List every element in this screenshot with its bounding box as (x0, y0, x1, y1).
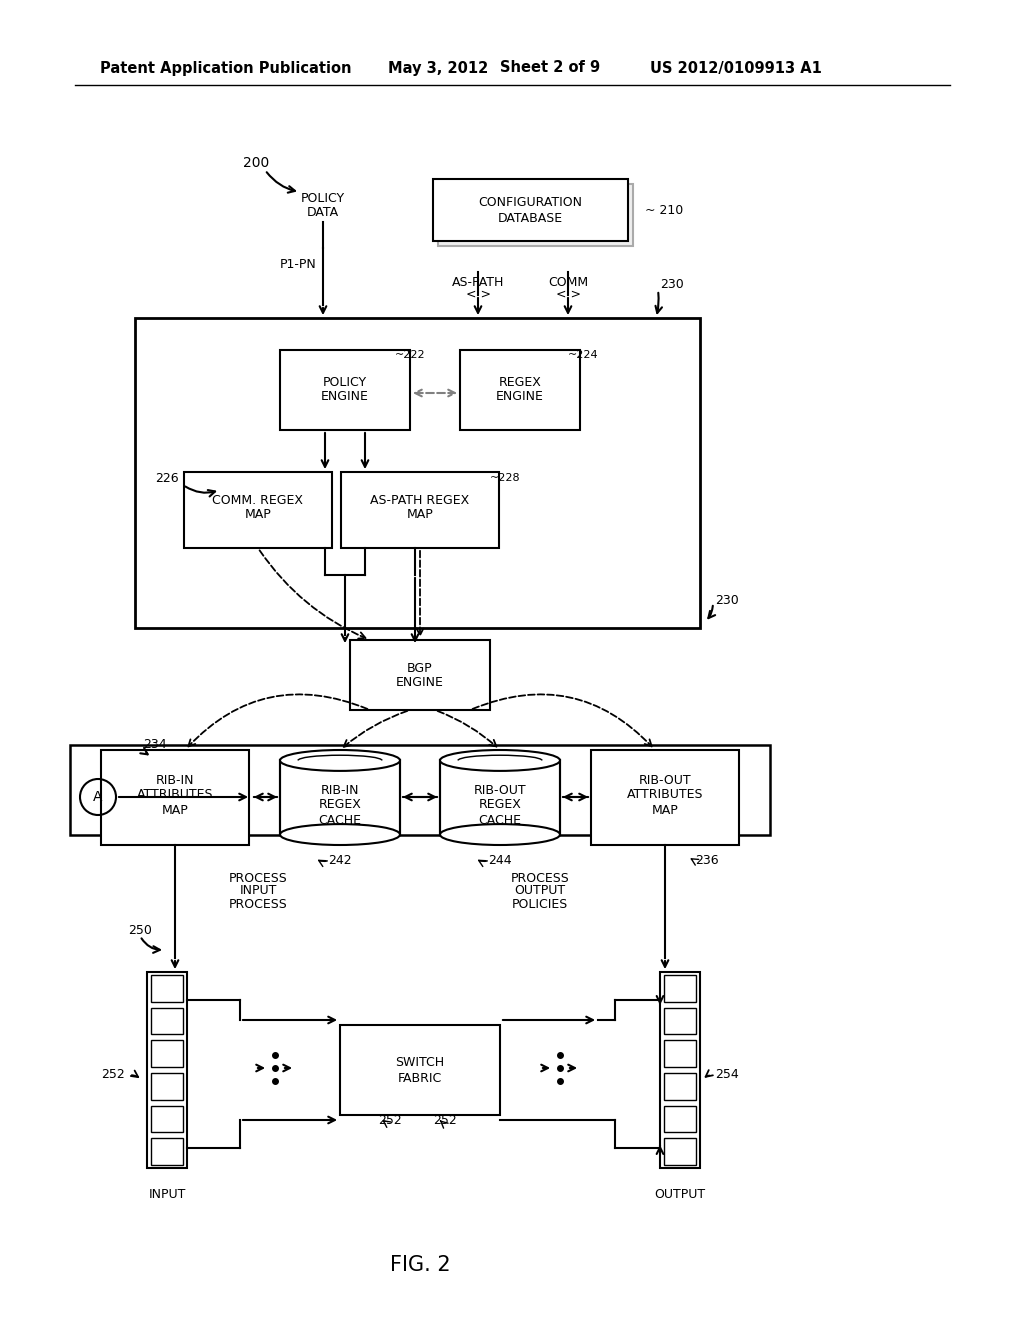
Text: AS-PATH REGEX: AS-PATH REGEX (371, 494, 470, 507)
Text: A: A (93, 789, 102, 804)
Text: INPUT: INPUT (148, 1188, 185, 1201)
Text: REGEX: REGEX (478, 799, 521, 812)
Text: 242: 242 (328, 854, 352, 866)
Text: 252: 252 (433, 1114, 457, 1126)
Text: BGP: BGP (408, 661, 433, 675)
Bar (660, 972, 700, 1168)
Text: RIB-IN: RIB-IN (156, 774, 195, 787)
Text: CACHE: CACHE (478, 813, 521, 826)
Text: ATTRIBUTES: ATTRIBUTES (627, 788, 703, 801)
Bar (151, 1040, 183, 1067)
Text: 252: 252 (378, 1114, 401, 1126)
Text: ~222: ~222 (395, 350, 426, 360)
Text: FIG. 2: FIG. 2 (390, 1255, 451, 1275)
Text: 250: 250 (128, 924, 152, 936)
Text: FABRIC: FABRIC (398, 1072, 442, 1085)
Bar (280, 350, 410, 430)
Text: ~224: ~224 (568, 350, 599, 360)
Text: 200: 200 (243, 156, 269, 170)
Text: PROCESS: PROCESS (228, 871, 288, 884)
Text: DATABASE: DATABASE (498, 211, 562, 224)
Text: ENGINE: ENGINE (396, 676, 444, 689)
Text: 236: 236 (695, 854, 719, 866)
Ellipse shape (440, 750, 560, 771)
Text: PROCESS: PROCESS (511, 871, 569, 884)
Text: 234: 234 (143, 738, 167, 751)
Text: < >: < > (555, 289, 581, 301)
Ellipse shape (280, 750, 400, 771)
Text: RIB-IN: RIB-IN (321, 784, 359, 796)
Bar (151, 975, 183, 1002)
Bar (151, 1073, 183, 1100)
Text: AS-PATH: AS-PATH (452, 276, 504, 289)
Text: OUTPUT: OUTPUT (654, 1188, 706, 1201)
Text: COMM: COMM (548, 276, 588, 289)
Bar (101, 750, 249, 845)
Text: ATTRIBUTES: ATTRIBUTES (137, 788, 213, 801)
Bar (460, 350, 580, 430)
Bar (151, 1138, 183, 1166)
Bar (664, 1138, 696, 1166)
Bar (184, 473, 332, 548)
Bar (70, 744, 770, 836)
Text: MAP: MAP (245, 508, 271, 521)
Bar (591, 750, 739, 845)
Text: ~ 210: ~ 210 (645, 203, 683, 216)
Bar (151, 1007, 183, 1035)
Text: POLICIES: POLICIES (512, 898, 568, 911)
Text: CACHE: CACHE (318, 813, 361, 826)
Text: INPUT: INPUT (240, 884, 276, 898)
Text: Sheet 2 of 9: Sheet 2 of 9 (500, 61, 600, 75)
Bar (437, 183, 633, 246)
Text: POLICY: POLICY (301, 191, 345, 205)
Text: REGEX: REGEX (499, 375, 542, 388)
Text: 254: 254 (715, 1068, 738, 1081)
Text: US 2012/0109913 A1: US 2012/0109913 A1 (650, 61, 822, 75)
Bar (664, 1073, 696, 1100)
Bar (151, 1106, 183, 1133)
Text: POLICY: POLICY (323, 375, 367, 388)
Text: < >: < > (466, 289, 490, 301)
Text: MAP: MAP (651, 804, 678, 817)
Text: OUTPUT: OUTPUT (514, 884, 565, 898)
Text: ENGINE: ENGINE (496, 391, 544, 404)
Text: ~228: ~228 (490, 473, 520, 483)
Bar (135, 318, 700, 628)
Text: 230: 230 (660, 279, 684, 292)
Bar (147, 972, 187, 1168)
Text: DATA: DATA (307, 206, 339, 219)
Bar (350, 640, 490, 710)
Text: 226: 226 (155, 471, 178, 484)
Bar (432, 180, 628, 242)
Bar (340, 1026, 500, 1115)
Bar (341, 473, 499, 548)
Text: Patent Application Publication: Patent Application Publication (100, 61, 351, 75)
Ellipse shape (280, 824, 400, 845)
Text: REGEX: REGEX (318, 799, 361, 812)
Text: RIB-OUT: RIB-OUT (474, 784, 526, 796)
Text: PROCESS: PROCESS (228, 898, 288, 911)
Text: MAP: MAP (162, 804, 188, 817)
Bar (280, 760, 400, 834)
Ellipse shape (440, 824, 560, 845)
Text: RIB-OUT: RIB-OUT (639, 774, 691, 787)
Bar (664, 1040, 696, 1067)
Text: MAP: MAP (407, 508, 433, 521)
Bar (664, 975, 696, 1002)
Text: May 3, 2012: May 3, 2012 (388, 61, 488, 75)
Bar (664, 1007, 696, 1035)
Text: ENGINE: ENGINE (322, 391, 369, 404)
Text: 230: 230 (715, 594, 738, 606)
Text: P1-PN: P1-PN (280, 259, 316, 272)
Text: COMM. REGEX: COMM. REGEX (213, 494, 303, 507)
Text: SWITCH: SWITCH (395, 1056, 444, 1069)
Text: CONFIGURATION: CONFIGURATION (478, 197, 582, 210)
Text: 244: 244 (488, 854, 512, 866)
Bar (440, 760, 560, 834)
Text: 252: 252 (101, 1068, 125, 1081)
Bar (664, 1106, 696, 1133)
